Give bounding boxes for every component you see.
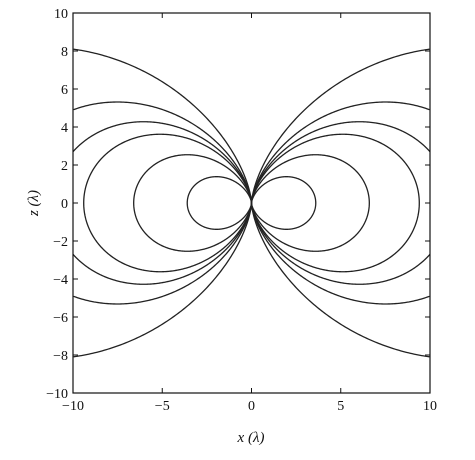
y-tick-label: 2 <box>61 159 68 174</box>
y-tick-label: −4 <box>53 273 68 288</box>
y-tick-label: 4 <box>61 121 68 136</box>
y-tick-label: 10 <box>54 7 68 22</box>
y-tick-label: 0 <box>61 197 68 212</box>
y-tick-label: 8 <box>61 45 68 60</box>
field-lines <box>72 48 431 358</box>
y-tick-label: −6 <box>53 311 68 326</box>
field-line-6 <box>73 48 430 358</box>
y-tick-label: −2 <box>53 235 68 250</box>
y-tick-label: 6 <box>61 83 68 98</box>
y-tick-label: −8 <box>53 349 68 364</box>
x-tick-labels: −10 −5 0 5 10 <box>62 399 437 414</box>
y-tick-label: −10 <box>46 387 68 402</box>
x-axis-label: x (λ) <box>237 430 265 446</box>
x-tick-label: 10 <box>423 399 437 414</box>
x-tick-label: −10 <box>62 399 84 414</box>
x-tick-label: 5 <box>337 399 344 414</box>
x-tick-label: 0 <box>248 399 255 414</box>
y-tick-labels: −10 −8 −6 −4 −2 0 2 4 6 8 10 <box>46 7 68 402</box>
axis-ticks <box>72 12 431 394</box>
x-tick-label: −5 <box>155 399 170 414</box>
y-axis-label: z (λ) <box>26 190 42 217</box>
